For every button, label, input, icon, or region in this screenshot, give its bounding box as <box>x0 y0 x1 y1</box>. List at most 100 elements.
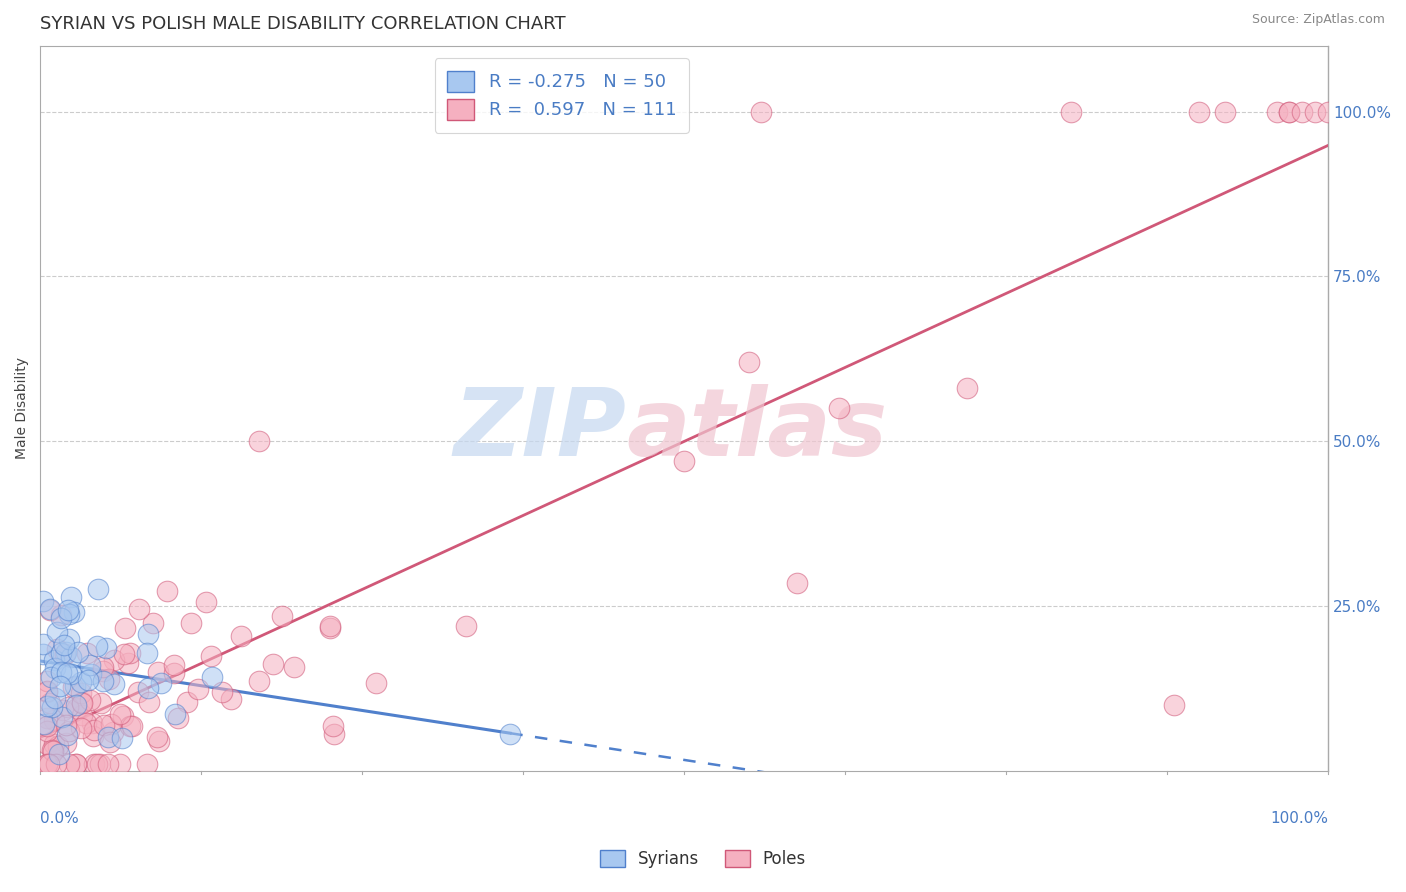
Point <box>70 695 93 709</box>
Text: 100.0%: 100.0% <box>1270 811 1329 826</box>
Point <box>46 739 69 753</box>
Point <box>44 660 66 674</box>
Point <box>38 757 60 772</box>
Point <box>53 639 76 653</box>
Point <box>58 757 80 772</box>
Point <box>270 609 292 624</box>
Point <box>35 685 58 699</box>
Point <box>167 710 190 724</box>
Point <box>323 726 346 740</box>
Point <box>201 670 224 684</box>
Point <box>49 611 72 625</box>
Point <box>35 684 58 698</box>
Point <box>108 706 131 721</box>
Point <box>786 576 808 591</box>
Point <box>45 641 67 656</box>
Point <box>56 603 79 617</box>
Point <box>42 713 65 727</box>
Text: atlas: atlas <box>626 384 887 476</box>
Legend: Syrians, Poles: Syrians, Poles <box>593 843 813 875</box>
Point <box>128 601 150 615</box>
Point <box>118 646 141 660</box>
Point <box>1291 104 1313 119</box>
Point <box>62 606 84 620</box>
Point <box>35 711 58 725</box>
Point <box>48 747 70 762</box>
Point <box>100 717 122 731</box>
Point <box>77 673 100 687</box>
Point <box>90 696 112 710</box>
Point <box>70 685 93 699</box>
Point <box>35 757 58 772</box>
Point <box>91 665 114 679</box>
Point <box>499 727 522 741</box>
Point <box>142 615 165 630</box>
Point <box>44 653 66 667</box>
Point <box>187 682 209 697</box>
Point <box>136 757 159 772</box>
Point <box>86 639 108 653</box>
Point <box>58 724 80 739</box>
Point <box>366 676 388 690</box>
Point <box>79 658 101 673</box>
Point <box>51 710 73 724</box>
Point <box>80 667 103 681</box>
Point <box>60 590 83 604</box>
Point <box>1303 104 1326 119</box>
Point <box>1265 104 1288 119</box>
Point <box>65 757 87 772</box>
Point <box>62 681 84 695</box>
Point <box>38 696 60 710</box>
Point <box>112 647 135 661</box>
Point <box>39 670 62 684</box>
Point <box>93 660 115 674</box>
Point <box>163 666 186 681</box>
Point <box>319 619 342 633</box>
Point <box>67 645 90 659</box>
Point <box>219 692 242 706</box>
Point <box>66 701 89 715</box>
Point <box>76 715 98 730</box>
Point <box>828 401 851 416</box>
Point <box>1163 698 1185 712</box>
Point <box>101 725 124 739</box>
Point <box>76 646 98 660</box>
Text: 0.0%: 0.0% <box>41 811 79 826</box>
Point <box>42 744 65 758</box>
Point <box>751 104 773 119</box>
Text: SYRIAN VS POLISH MALE DISABILITY CORRELATION CHART: SYRIAN VS POLISH MALE DISABILITY CORRELA… <box>41 15 565 33</box>
Point <box>79 692 101 706</box>
Point <box>117 656 139 670</box>
Point <box>89 757 111 772</box>
Point <box>163 657 186 672</box>
Point <box>135 646 157 660</box>
Point <box>41 742 63 756</box>
Point <box>247 674 270 689</box>
Text: ZIP: ZIP <box>453 384 626 476</box>
Point <box>56 665 79 680</box>
Point <box>58 607 80 621</box>
Point <box>156 584 179 599</box>
Point <box>200 648 222 663</box>
Point <box>97 730 120 744</box>
Point <box>86 757 108 772</box>
Y-axis label: Male Disability: Male Disability <box>15 357 30 459</box>
Point <box>69 721 91 735</box>
Point <box>39 602 62 616</box>
Point <box>98 735 121 749</box>
Point <box>118 719 141 733</box>
Point <box>56 728 79 742</box>
Point <box>49 665 72 679</box>
Point <box>52 703 75 717</box>
Point <box>82 730 104 744</box>
Point <box>1278 104 1301 119</box>
Point <box>32 647 55 661</box>
Point <box>211 685 233 699</box>
Point <box>60 650 83 665</box>
Point <box>148 734 170 748</box>
Point <box>35 674 58 689</box>
Point <box>94 640 117 655</box>
Point <box>1317 104 1340 119</box>
Point <box>194 594 217 608</box>
Point <box>35 698 58 713</box>
